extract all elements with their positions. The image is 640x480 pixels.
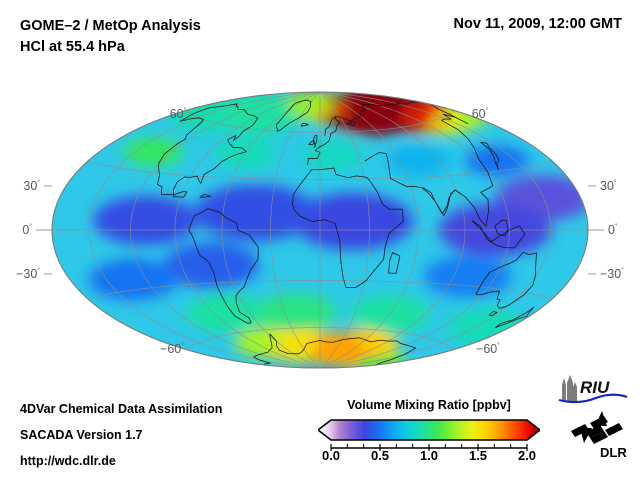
gridline-longitude <box>319 92 552 368</box>
data-blob <box>108 268 158 292</box>
dlr-pinwheel-icon <box>571 411 623 444</box>
lat-label-inner-minus60-east: −60˚ <box>476 342 500 356</box>
colorbar-panel: Volume Mixing Ratio [ppbv] 0.0 0.5 1.0 1.5 2… <box>318 398 540 470</box>
colorbar-tick-labels: 0.0 0.5 1.0 1.5 2.0 <box>318 448 540 468</box>
instrument-title: GOME–2 / MetOp Analysis <box>20 18 201 34</box>
riu-swoosh-icon <box>558 393 628 404</box>
coastline-path <box>307 115 356 166</box>
coastlines <box>157 99 537 366</box>
coastline-path <box>364 103 494 227</box>
dlr-logo: DLR <box>571 411 627 460</box>
lat-label-right-30: 30˚ <box>600 179 617 193</box>
coastline-path <box>324 116 337 136</box>
footer-line-url[interactable]: http://wdc.dlr.de <box>20 454 116 468</box>
coastline-path <box>313 135 318 148</box>
coastline-path <box>494 219 509 237</box>
coastline-path <box>292 167 404 288</box>
coastline-path <box>308 139 314 145</box>
colorbar-frame <box>318 419 540 441</box>
coastline-path <box>300 123 309 127</box>
data-blob <box>400 151 437 169</box>
data-blob <box>234 101 284 125</box>
data-blob <box>221 197 289 229</box>
colorbar-tick-1.5: 1.5 <box>468 448 488 463</box>
coastline-path <box>199 193 212 199</box>
gridline-longitude <box>270 92 321 368</box>
footer-line-version: SACADA Version 1.7 <box>20 428 143 442</box>
data-blob <box>136 144 170 160</box>
colorbar-tick-0.0: 0.0 <box>321 448 341 463</box>
data-blob <box>479 152 515 170</box>
lat-label-left-30: 30˚ <box>23 179 40 193</box>
colorbar-tick-2.0: 2.0 <box>517 448 537 463</box>
gridline-longitude <box>319 92 370 368</box>
colorbar-tick-0.5: 0.5 <box>370 448 390 463</box>
header-title-block: GOME–2 / MetOp Analysis HCl at 55.4 hPa <box>20 16 201 58</box>
coastline-path <box>276 99 312 132</box>
lat-label-left-0: 0˚ <box>22 223 32 237</box>
data-field <box>52 92 588 368</box>
cathedral-spires-icon <box>562 375 577 401</box>
gridline-longitude <box>88 92 321 368</box>
footer-line-method: 4DVar Chemical Data Assimilation <box>20 402 223 416</box>
coastline-path <box>388 252 401 274</box>
lat-label-right-0: 0˚ <box>608 223 618 237</box>
latitude-axis-labels: 30˚ 0˚ −30˚ 30˚ 0˚ −30˚ 60˚ 60˚ −60˚ −60… <box>16 107 624 356</box>
coastline-path <box>253 333 417 366</box>
lat-label-left-minus30: −30˚ <box>16 267 40 281</box>
data-blob <box>346 97 405 125</box>
coastline-path <box>495 306 535 328</box>
coastline-path <box>488 311 498 317</box>
dlr-wordmark: DLR <box>600 445 627 460</box>
coastline-path <box>157 103 259 198</box>
lat-label-right-minus30: −30˚ <box>600 267 624 281</box>
datetime-label: Nov 11, 2009, 12:00 GMT <box>453 16 622 32</box>
colorbar-title: Volume Mixing Ratio [ppbv] <box>347 398 511 412</box>
data-blob <box>248 333 285 351</box>
data-blob <box>184 252 238 279</box>
species-level-subtitle: HCl at 55.4 hPa <box>20 39 125 55</box>
coastline-path <box>471 220 526 249</box>
gridline-longitude <box>221 92 321 368</box>
riu-logo: RIU <box>558 375 628 404</box>
data-blob <box>274 302 319 324</box>
gridline-longitude <box>319 92 466 368</box>
coastline-path <box>422 187 456 215</box>
data-blob <box>116 206 175 234</box>
data-blob <box>314 146 351 164</box>
coastline-path <box>480 141 500 170</box>
hammer-projection-map: 30˚ 0˚ −30˚ 30˚ 0˚ −30˚ 60˚ 60˚ −60˚ −60… <box>16 91 624 369</box>
lat-label-inner-60-west: 60˚ <box>170 107 187 121</box>
coastline-path <box>350 101 421 122</box>
lat-label-inner-60-east: 60˚ <box>472 107 489 121</box>
data-blob <box>465 316 510 338</box>
data-blob <box>204 302 249 324</box>
gridline-longitude <box>319 92 419 368</box>
colorbar-scale <box>318 419 540 451</box>
gridline-longitude <box>174 92 321 368</box>
global-map-panel: 30˚ 0˚ −30˚ 30˚ 0˚ −30˚ 60˚ 60˚ −60˚ −60… <box>0 78 640 378</box>
gridline-longitude <box>130 92 321 368</box>
data-blob <box>443 264 493 288</box>
data-blob <box>321 340 362 359</box>
coastline-path <box>188 208 259 324</box>
data-blob <box>357 356 394 368</box>
lat-label-inner-minus60-west: −60˚ <box>160 342 184 356</box>
coastline-path <box>475 251 537 309</box>
colorbar-tick-1.0: 1.0 <box>419 448 439 463</box>
riu-wordmark: RIU <box>580 378 610 397</box>
